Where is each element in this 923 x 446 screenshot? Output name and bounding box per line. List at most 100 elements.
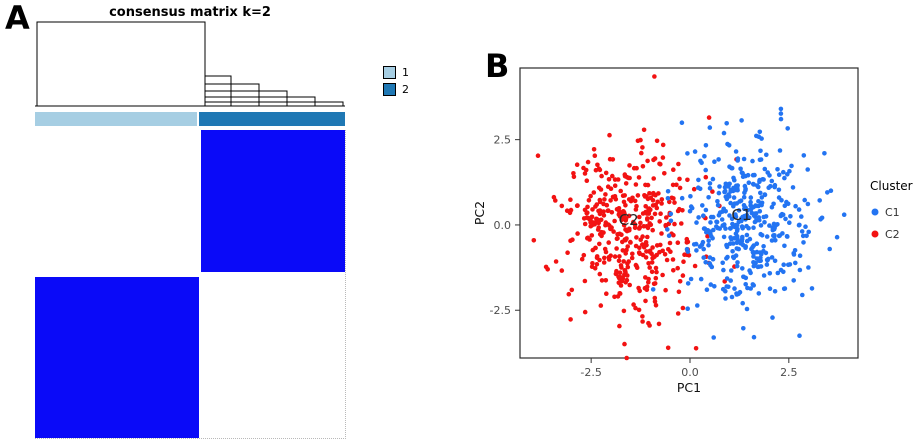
data-point <box>739 224 745 229</box>
x-tick-label: -2.5 <box>580 366 601 379</box>
data-point <box>787 220 792 225</box>
data-point <box>747 236 753 242</box>
data-point <box>771 226 777 232</box>
data-point <box>637 224 643 230</box>
data-point <box>616 206 622 211</box>
data-point <box>645 217 650 222</box>
data-point <box>637 214 642 220</box>
data-point <box>594 262 600 267</box>
data-point <box>614 246 619 251</box>
data-point <box>654 138 660 144</box>
data-point <box>741 156 747 162</box>
data-point <box>778 213 784 219</box>
data-point <box>582 171 588 176</box>
data-point <box>742 206 747 211</box>
data-point <box>617 323 622 329</box>
data-point <box>696 177 701 183</box>
data-point <box>758 190 763 196</box>
data-point <box>657 219 662 224</box>
data-point <box>758 148 763 154</box>
data-point <box>631 302 636 307</box>
data-point <box>619 232 624 237</box>
data-point <box>625 264 631 270</box>
data-point <box>671 167 676 172</box>
data-point <box>738 166 743 172</box>
data-point <box>757 157 763 163</box>
data-point <box>645 158 650 164</box>
data-point <box>754 183 760 188</box>
data-point <box>588 193 593 199</box>
data-point <box>677 176 682 182</box>
scatter-legend-swatch-C1 <box>871 208 879 216</box>
data-point <box>585 215 591 221</box>
data-point <box>724 121 729 126</box>
data-point <box>602 255 607 261</box>
data-point <box>707 181 713 186</box>
data-point <box>589 222 595 228</box>
data-point <box>575 231 580 236</box>
data-point <box>675 240 681 245</box>
data-point <box>744 223 749 229</box>
data-point <box>769 238 775 243</box>
data-point <box>696 215 701 220</box>
data-point <box>736 208 742 213</box>
data-point <box>623 227 628 232</box>
data-point <box>659 201 664 206</box>
data-point <box>735 156 741 161</box>
data-point <box>646 261 651 266</box>
data-point <box>706 195 711 200</box>
data-point <box>756 258 762 264</box>
data-point <box>752 211 758 217</box>
data-point <box>617 254 622 259</box>
data-point <box>602 197 607 202</box>
data-point <box>568 238 573 243</box>
data-point <box>771 233 776 238</box>
data-point <box>680 208 685 213</box>
data-point <box>701 255 706 260</box>
data-point <box>719 217 725 222</box>
data-point <box>630 251 635 257</box>
data-point <box>666 233 672 238</box>
cluster-label-C2: C2 <box>619 211 639 229</box>
data-point <box>571 171 576 176</box>
data-point <box>604 291 609 297</box>
x-axis-label: PC1 <box>677 380 701 395</box>
data-point <box>751 260 756 265</box>
data-point <box>693 346 699 351</box>
data-point <box>658 242 663 248</box>
data-point <box>667 240 673 246</box>
heatmap-legend-item-2: 2 <box>383 83 409 96</box>
consensus-matrix-title: consensus matrix k=2 <box>109 5 271 20</box>
data-point <box>767 286 773 292</box>
data-point <box>801 153 807 158</box>
data-point <box>618 263 624 268</box>
data-point <box>672 200 677 205</box>
data-point <box>670 182 676 188</box>
data-point <box>729 294 735 300</box>
data-point <box>601 201 606 207</box>
data-point <box>756 291 762 296</box>
data-point <box>625 244 630 249</box>
data-point <box>633 207 639 212</box>
data-point <box>589 264 595 270</box>
data-point <box>720 260 725 266</box>
data-point <box>703 167 708 173</box>
data-point <box>652 211 658 217</box>
data-point <box>704 229 709 235</box>
data-point <box>730 249 735 254</box>
heatmap-legend-item-1: 1 <box>383 66 409 79</box>
data-point <box>679 221 684 226</box>
data-point <box>643 182 648 188</box>
data-point <box>591 190 597 195</box>
data-point <box>653 275 659 281</box>
data-point <box>737 289 743 295</box>
data-point <box>618 188 623 194</box>
data-point <box>621 222 627 228</box>
data-point <box>633 243 639 249</box>
data-point <box>610 194 616 200</box>
data-point <box>757 179 762 185</box>
data-point <box>716 190 722 196</box>
legend-label: 2 <box>402 83 409 96</box>
data-point <box>606 177 612 182</box>
data-point <box>684 246 690 252</box>
